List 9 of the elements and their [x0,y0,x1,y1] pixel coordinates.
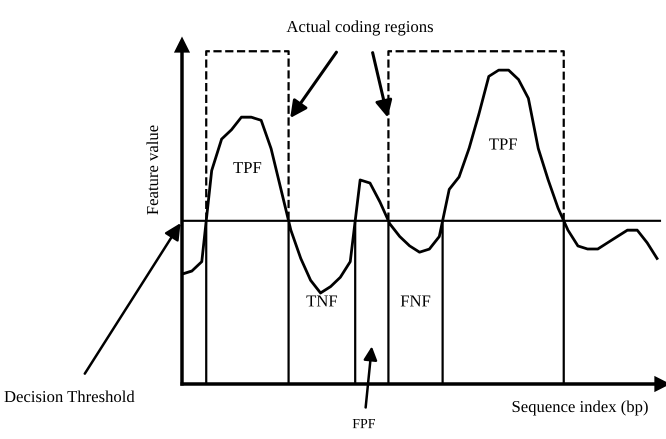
annotation: TPF [489,138,517,150]
y-axis-title: Feature value [146,125,158,215]
x-axis-title: Sequence index (bp) [512,400,648,416]
annotation: FNF [400,295,430,306]
annotation: TPF [233,162,262,173]
annotation: TNF [306,295,338,306]
ref-line-label: Decision Threshold [4,390,134,402]
text: Actual coding regions [286,20,433,36]
text: FPF [352,419,375,428]
